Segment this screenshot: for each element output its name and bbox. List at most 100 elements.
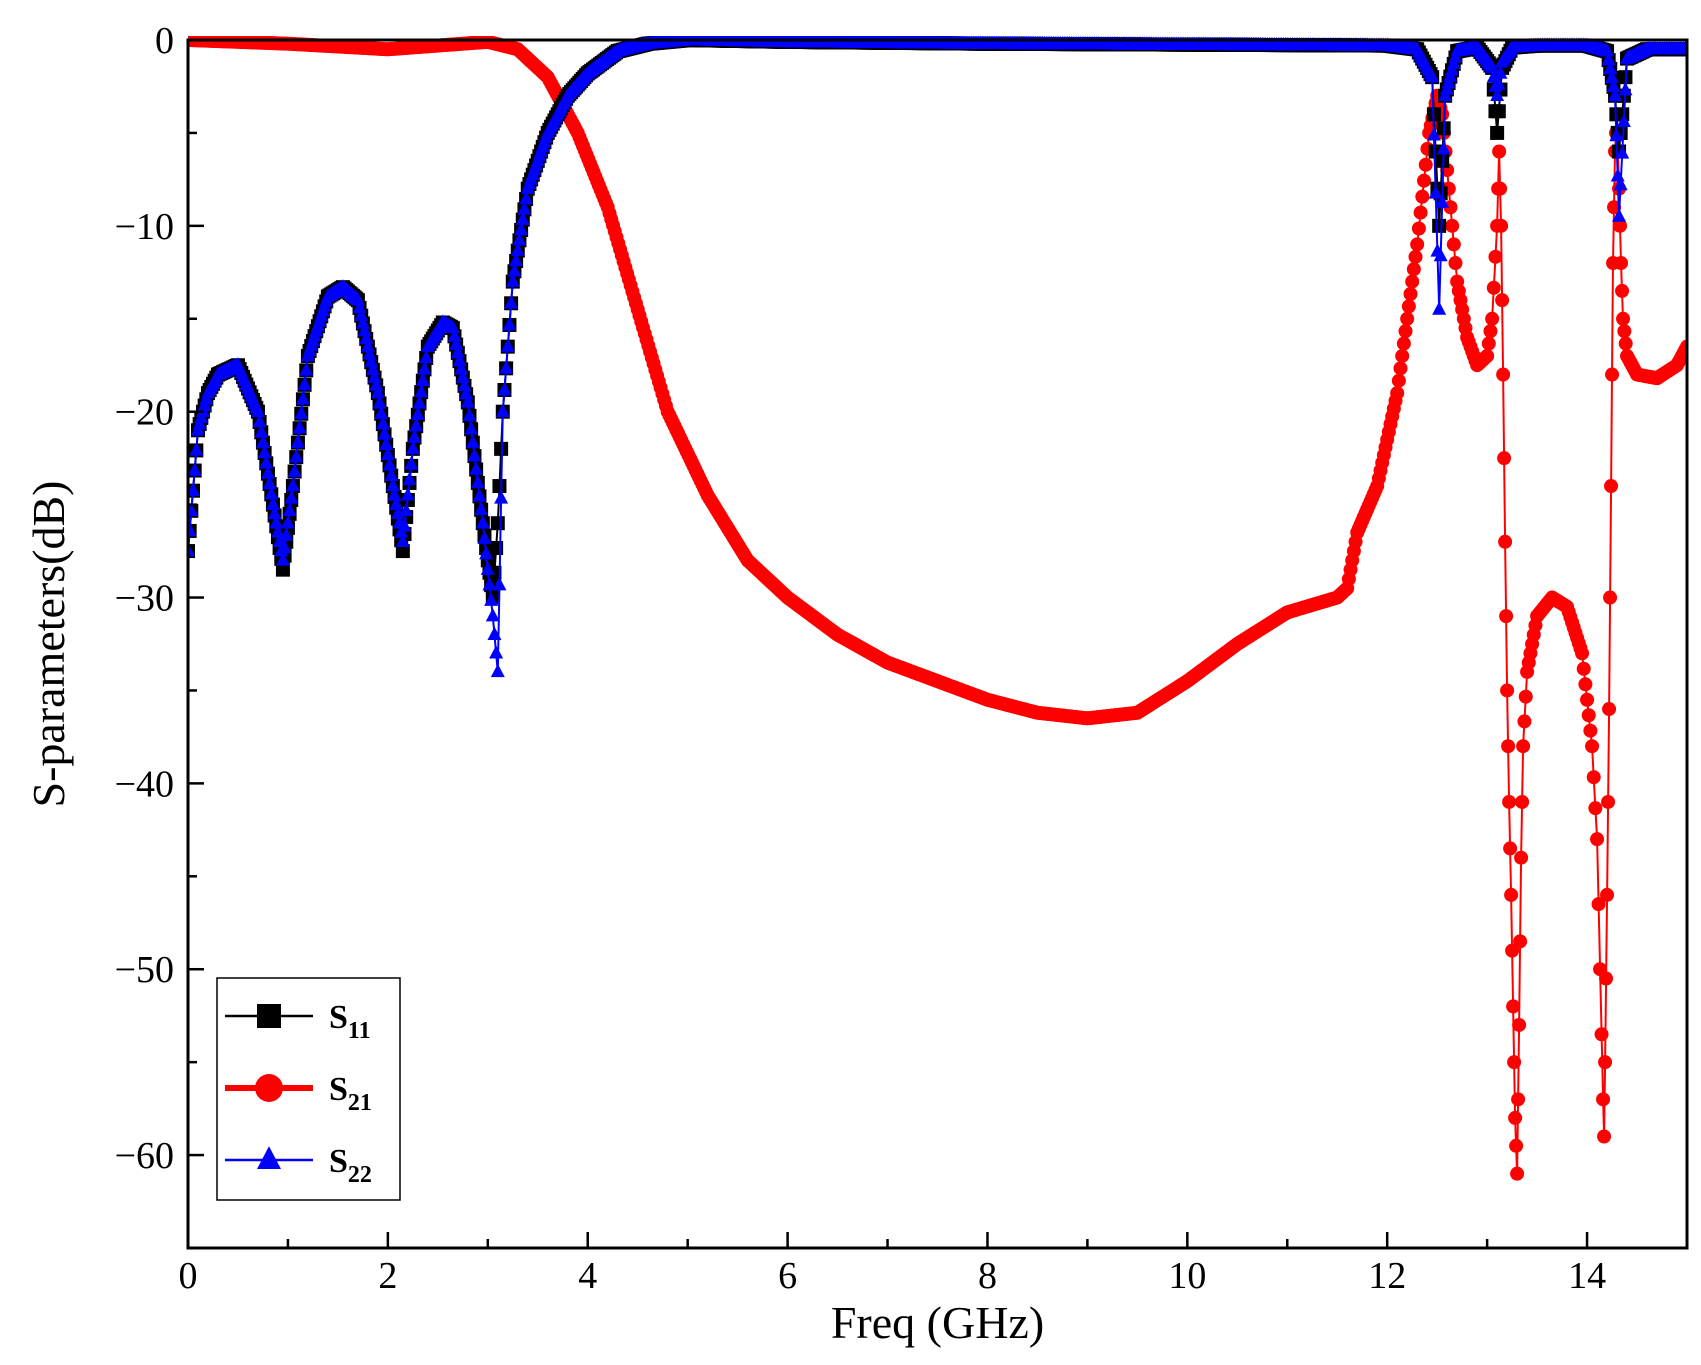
data-point-s22 [285, 477, 300, 492]
data-point-s21 [1600, 887, 1615, 902]
series-layer [188, 36, 1687, 1181]
data-point-s21 [1483, 324, 1498, 339]
data-point-s21 [1575, 646, 1590, 661]
data-point-s21 [1502, 794, 1517, 809]
y-tick-label: −40 [115, 763, 174, 805]
data-point-s11 [492, 479, 507, 494]
data-point-s22 [279, 527, 294, 541]
y-tick-label: 0 [155, 20, 174, 62]
data-point-s22 [519, 190, 534, 205]
data-point-s22 [400, 487, 415, 501]
data-point-s22 [264, 486, 279, 500]
data-point-s22 [410, 406, 425, 421]
data-point-s22 [452, 353, 467, 367]
data-point-s21 [1588, 801, 1603, 816]
x-tick-label: 10 [1168, 1255, 1206, 1297]
data-point-s22 [1432, 301, 1447, 315]
data-point-s21 [1603, 590, 1618, 605]
legend-subscript: 22 [348, 1162, 372, 1188]
series-line-s21 [188, 39, 1687, 1174]
data-point-s11 [1490, 125, 1505, 140]
data-point-s11 [1435, 153, 1450, 168]
data-point-s22 [372, 395, 387, 409]
data-point-s22 [299, 362, 314, 376]
data-point-s21 [1680, 339, 1687, 354]
data-point-s22 [479, 546, 494, 560]
data-point-s22 [362, 346, 377, 360]
y-tick-label: −50 [115, 949, 174, 991]
x-tick-label: 6 [778, 1255, 797, 1297]
data-point-s22 [490, 663, 505, 678]
data-point-s22 [1612, 208, 1627, 222]
data-point-s22 [1425, 69, 1440, 83]
data-point-s21 [1604, 479, 1619, 494]
data-point-s21 [1400, 311, 1415, 326]
data-point-s22 [402, 471, 417, 486]
data-point-s22 [188, 482, 200, 496]
data-point-s22 [188, 502, 199, 517]
data-point-s22 [1491, 76, 1506, 90]
data-point-s22 [472, 488, 487, 502]
data-point-s22 [254, 424, 269, 438]
data-point-s22 [367, 369, 382, 383]
data-point-s22 [415, 372, 430, 386]
data-point-s22 [259, 455, 274, 469]
data-point-s22 [257, 444, 272, 459]
data-point-s22 [464, 421, 479, 435]
data-point-s22 [449, 336, 464, 350]
data-point-s22 [1490, 87, 1505, 102]
legend-marker [255, 1074, 283, 1102]
data-point-s22 [189, 442, 204, 456]
axes-layer: 0 2 4 6 8 10 12 14 0 −10 −20 −30 −40 −50 −60 Freq (GHz)… [23, 20, 1689, 1348]
data-point-s21 [1505, 943, 1520, 958]
data-point-s21 [1613, 218, 1628, 233]
data-point-s22 [250, 403, 265, 417]
data-point-s21 [1390, 386, 1405, 401]
legend-subscript: 11 [348, 1018, 371, 1044]
data-point-s22 [295, 391, 310, 405]
data-point-s22 [287, 463, 302, 477]
data-point-s22 [509, 252, 524, 267]
data-point-s22 [1485, 59, 1500, 74]
data-point-s21 [1448, 256, 1463, 271]
data-point-s22 [445, 320, 460, 334]
data-point-s21 [1583, 723, 1598, 738]
data-point-s22 [517, 201, 532, 215]
data-point-s22 [505, 273, 520, 287]
data-point-s22 [1609, 127, 1624, 142]
data-point-s22 [489, 645, 504, 659]
data-point-s22 [455, 369, 470, 383]
data-point-s22 [1610, 168, 1625, 182]
data-point-s22 [1428, 185, 1443, 199]
data-point-s22 [407, 429, 422, 443]
data-point-s21 [1415, 189, 1430, 204]
y-tick-label: −20 [115, 392, 174, 434]
data-point-s21 [1605, 367, 1620, 382]
data-point-s22 [1486, 69, 1501, 83]
data-point-s22 [188, 522, 197, 537]
data-point-s21 [1580, 692, 1595, 707]
data-point-s22 [267, 505, 282, 520]
data-point-s22 [252, 413, 267, 428]
data-point-s22 [265, 496, 280, 510]
y-tick-label: −30 [115, 578, 174, 620]
data-point-s21 [1576, 661, 1591, 676]
data-point-s22 [370, 385, 385, 399]
data-point-s21 [1599, 971, 1614, 986]
data-point-s22 [188, 543, 195, 557]
data-point-s22 [1493, 65, 1508, 79]
series-s21 [188, 36, 1687, 1181]
data-point-s22 [359, 330, 374, 345]
data-point-s22 [497, 381, 512, 396]
data-point-s21 [1517, 714, 1532, 729]
data-point-s22 [515, 211, 530, 225]
data-point-s22 [412, 395, 427, 409]
data-point-s22 [1606, 78, 1621, 93]
data-point-s21 [1618, 336, 1633, 351]
data-point-s22 [477, 530, 492, 544]
data-point-s22 [419, 349, 434, 364]
data-point-s22 [275, 552, 290, 566]
data-point-s21 [1597, 1129, 1612, 1144]
data-point-s21 [1495, 293, 1510, 308]
